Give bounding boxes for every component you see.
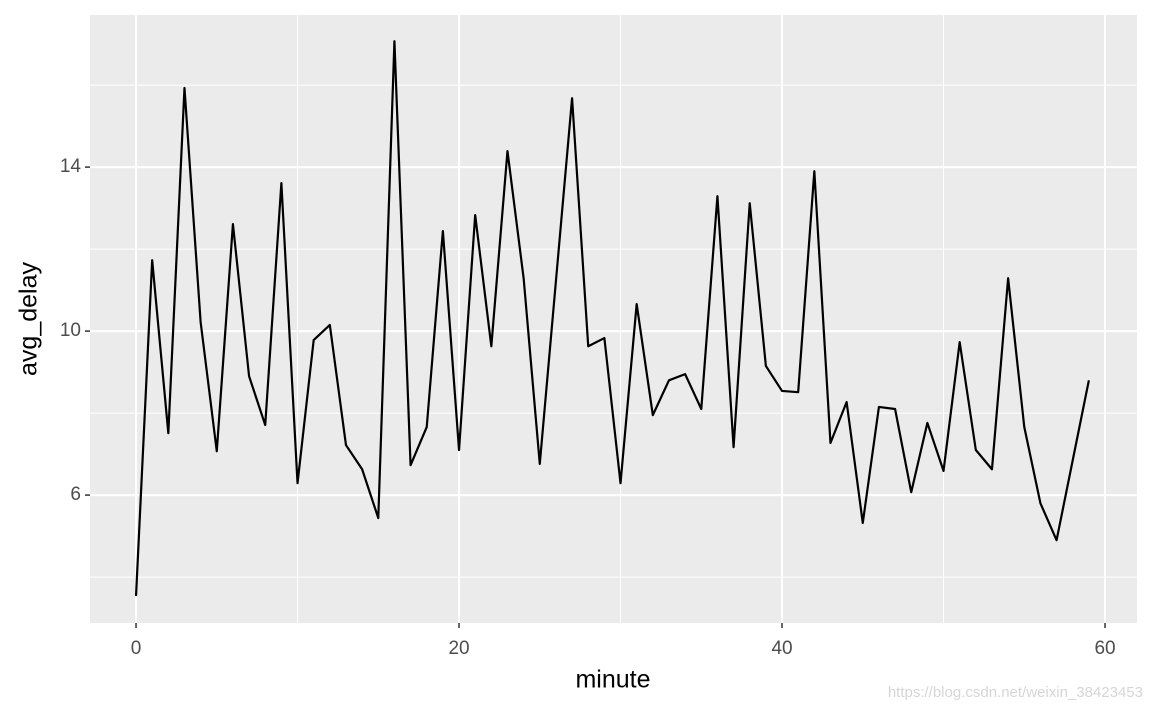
- x-tick-label: 20: [448, 638, 469, 659]
- y-tick-label: 6: [70, 484, 81, 505]
- y-axis-title: avg_delay: [15, 262, 43, 376]
- x-axis-title: minute: [575, 666, 650, 694]
- panel: [90, 15, 1137, 623]
- x-tick-label: 0: [131, 638, 142, 659]
- x-tick-label: 40: [771, 638, 792, 659]
- line: [134, 40, 1090, 596]
- watermark: https://blog.csdn.net/weixin_38423453: [888, 684, 1143, 701]
- y-tick-label: 14: [60, 156, 82, 177]
- y-tick-label: 10: [60, 320, 81, 341]
- x-tick-label: 60: [1094, 638, 1115, 659]
